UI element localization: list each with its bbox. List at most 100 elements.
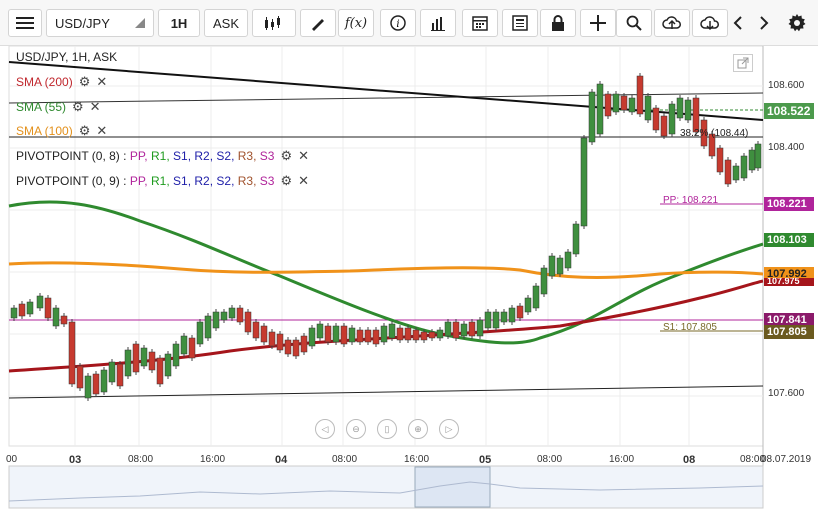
- close-icon[interactable]: ✕: [96, 123, 108, 138]
- indicator-sma-100[interactable]: SMA (100) ⚙ ✕: [16, 123, 107, 139]
- candle-body[interactable]: [620, 95, 628, 111]
- candle-body[interactable]: [676, 97, 684, 119]
- candle-body[interactable]: [316, 323, 324, 339]
- candle-body[interactable]: [26, 301, 34, 315]
- close-icon[interactable]: ✕: [96, 74, 108, 89]
- settings-button[interactable]: [784, 9, 810, 37]
- reset-button[interactable]: ▯: [377, 419, 397, 439]
- gear-icon[interactable]: ⚙: [78, 123, 91, 138]
- cloud-upload-button[interactable]: [654, 9, 690, 37]
- candle-body[interactable]: [612, 93, 620, 113]
- candle-body[interactable]: [716, 147, 724, 173]
- price-chart[interactable]: 38.2% (108.44) PP: 108.221 S1: 107.805: [0, 46, 818, 518]
- candle-body[interactable]: [196, 321, 204, 345]
- candle-body[interactable]: [564, 251, 572, 269]
- zoom-out-button[interactable]: ⊖: [346, 419, 366, 439]
- candle-body[interactable]: [180, 335, 188, 355]
- candle-body[interactable]: [412, 329, 420, 341]
- candle-body[interactable]: [60, 315, 68, 325]
- candle-body[interactable]: [748, 149, 756, 171]
- candle-body[interactable]: [754, 143, 762, 169]
- candle-body[interactable]: [636, 75, 644, 115]
- candle-body[interactable]: [156, 357, 164, 385]
- navigator-window[interactable]: [414, 466, 491, 508]
- candle-body[interactable]: [348, 327, 356, 343]
- candle-body[interactable]: [492, 311, 500, 329]
- candle-body[interactable]: [284, 339, 292, 355]
- menu-button[interactable]: [8, 9, 42, 37]
- scroll-right-button[interactable]: ▷: [439, 419, 459, 439]
- calendar-button[interactable]: [462, 9, 498, 37]
- candle-body[interactable]: [460, 323, 468, 337]
- zoom-button[interactable]: [616, 9, 652, 37]
- chart-area[interactable]: 38.2% (108.44) PP: 108.221 S1: 107.805 U…: [0, 46, 818, 518]
- candle-body[interactable]: [300, 335, 308, 353]
- candle-body[interactable]: [148, 351, 156, 371]
- support-line[interactable]: [8, 385, 764, 399]
- candle-body[interactable]: [580, 137, 588, 227]
- candle-body[interactable]: [108, 361, 116, 383]
- candle-body[interactable]: [140, 347, 148, 367]
- candle-body[interactable]: [188, 337, 196, 359]
- symbol-select[interactable]: USD/JPY: [46, 9, 154, 37]
- bar-chart-button[interactable]: [420, 9, 456, 37]
- candle-body[interactable]: [212, 311, 220, 329]
- candle-body[interactable]: [100, 369, 108, 393]
- candle-body[interactable]: [364, 329, 372, 343]
- candle-body[interactable]: [92, 373, 100, 395]
- candle-body[interactable]: [724, 159, 732, 185]
- candle-body[interactable]: [124, 349, 132, 377]
- news-button[interactable]: [502, 9, 538, 37]
- candle-body[interactable]: [500, 311, 508, 323]
- candlesticks[interactable]: [10, 73, 762, 401]
- candle-body[interactable]: [44, 297, 52, 319]
- candle-body[interactable]: [68, 321, 76, 385]
- candle-body[interactable]: [604, 93, 612, 117]
- candle-body[interactable]: [644, 95, 652, 121]
- candle-body[interactable]: [52, 307, 60, 327]
- close-icon[interactable]: ✕: [298, 173, 310, 188]
- timeframe-select[interactable]: 1H: [158, 9, 200, 37]
- candle-body[interactable]: [18, 303, 26, 317]
- candle-body[interactable]: [404, 327, 412, 341]
- candle-body[interactable]: [596, 83, 604, 135]
- candle-body[interactable]: [692, 97, 700, 133]
- candle-body[interactable]: [244, 311, 252, 333]
- candle-body[interactable]: [252, 321, 260, 339]
- candle-body[interactable]: [452, 321, 460, 339]
- price-type-select[interactable]: ASK: [204, 9, 248, 37]
- candle-body[interactable]: [532, 285, 540, 309]
- candle-body[interactable]: [524, 297, 532, 313]
- draw-tool-button[interactable]: [300, 9, 336, 37]
- info-button[interactable]: i: [380, 9, 416, 37]
- candle-body[interactable]: [228, 307, 236, 319]
- candle-body[interactable]: [132, 343, 140, 373]
- candle-body[interactable]: [340, 325, 348, 345]
- candle-body[interactable]: [84, 375, 92, 399]
- candle-body[interactable]: [380, 325, 388, 343]
- candle-body[interactable]: [36, 295, 44, 309]
- candle-body[interactable]: [388, 323, 396, 339]
- indicator-pivot-8[interactable]: PIVOTPOINT (0, 8) : PP, R1, S1, R2, S2, …: [16, 148, 309, 164]
- candle-body[interactable]: [556, 257, 564, 275]
- close-icon[interactable]: ✕: [89, 99, 101, 114]
- gear-icon[interactable]: ⚙: [280, 148, 293, 163]
- navigator-panel[interactable]: [8, 465, 764, 509]
- candle-body[interactable]: [476, 319, 484, 337]
- candle-body[interactable]: [372, 329, 380, 345]
- candle-body[interactable]: [436, 329, 444, 339]
- indicator-sma-55[interactable]: SMA (55) ⚙ ✕: [16, 99, 101, 115]
- candle-body[interactable]: [684, 99, 692, 121]
- candle-body[interactable]: [652, 107, 660, 131]
- candle-body[interactable]: [268, 331, 276, 347]
- candle-body[interactable]: [76, 365, 84, 389]
- candle-body[interactable]: [660, 115, 668, 137]
- candle-body[interactable]: [396, 327, 404, 341]
- indicator-sma-200[interactable]: SMA (200) ⚙ ✕: [16, 74, 107, 90]
- candle-body[interactable]: [444, 321, 452, 337]
- candle-body[interactable]: [516, 305, 524, 319]
- candle-body[interactable]: [428, 331, 436, 339]
- candle-body[interactable]: [292, 339, 300, 357]
- expand-button[interactable]: [733, 54, 753, 72]
- candle-body[interactable]: [356, 329, 364, 343]
